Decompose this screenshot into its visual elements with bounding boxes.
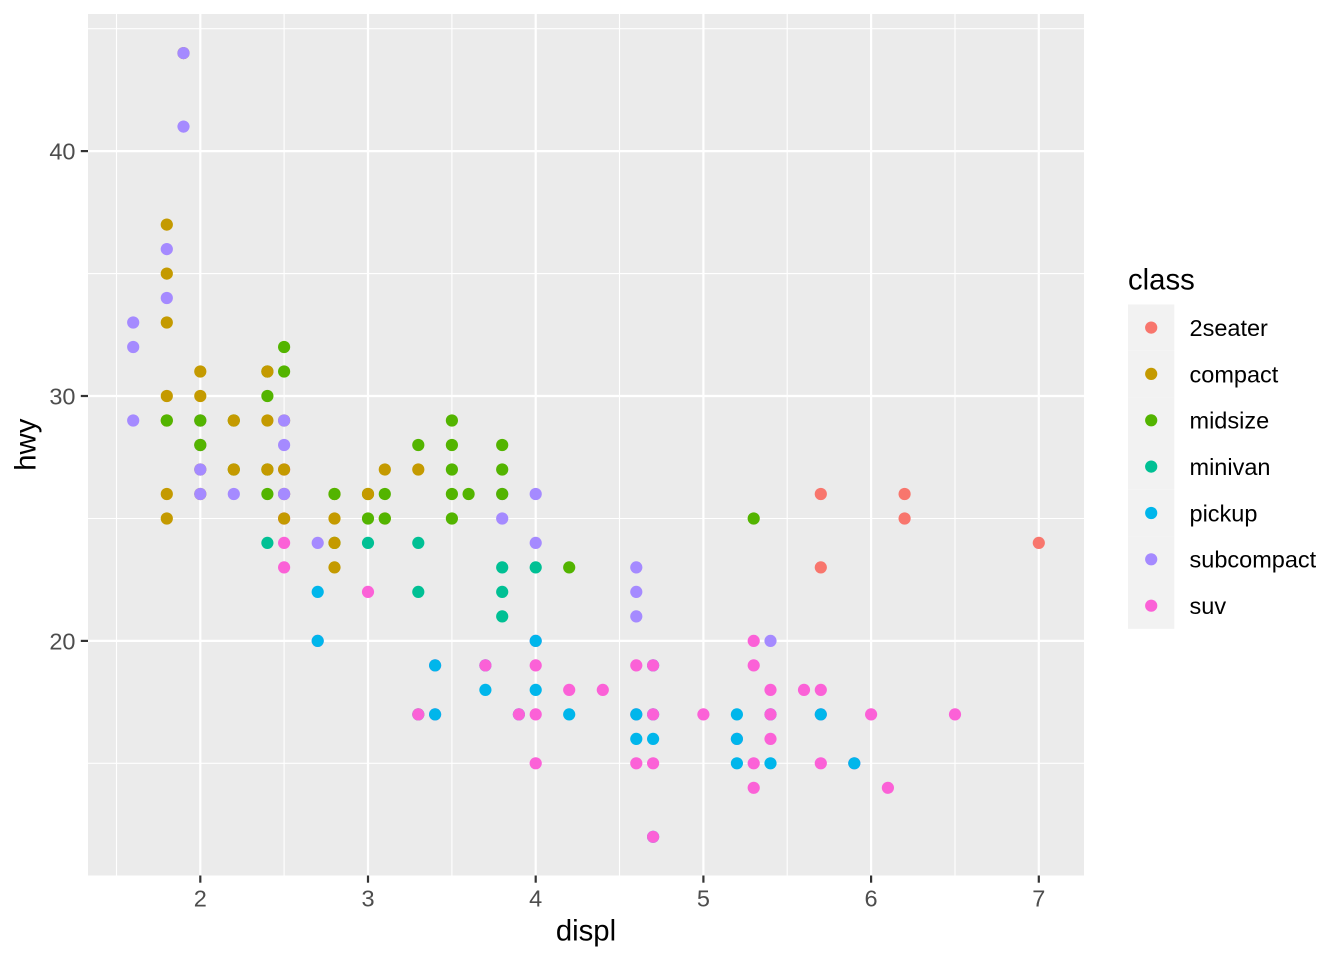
svg-text:subcompact: subcompact — [1190, 547, 1317, 573]
svg-text:7: 7 — [1032, 886, 1045, 912]
svg-text:4: 4 — [529, 886, 542, 912]
svg-text:5: 5 — [697, 886, 710, 912]
svg-text:hwy: hwy — [10, 418, 43, 470]
svg-text:displ: displ — [556, 915, 616, 948]
svg-text:2seater: 2seater — [1190, 315, 1269, 341]
svg-text:2: 2 — [194, 886, 207, 912]
svg-text:compact: compact — [1190, 361, 1279, 387]
svg-text:20: 20 — [49, 628, 75, 654]
svg-text:40: 40 — [49, 139, 75, 165]
svg-text:class: class — [1128, 264, 1195, 297]
svg-text:suv: suv — [1190, 593, 1227, 619]
svg-text:pickup: pickup — [1190, 500, 1258, 526]
svg-text:midsize: midsize — [1190, 408, 1270, 434]
svg-text:30: 30 — [49, 383, 75, 409]
svg-text:3: 3 — [361, 886, 374, 912]
svg-text:6: 6 — [865, 886, 878, 912]
svg-text:minivan: minivan — [1190, 454, 1271, 480]
